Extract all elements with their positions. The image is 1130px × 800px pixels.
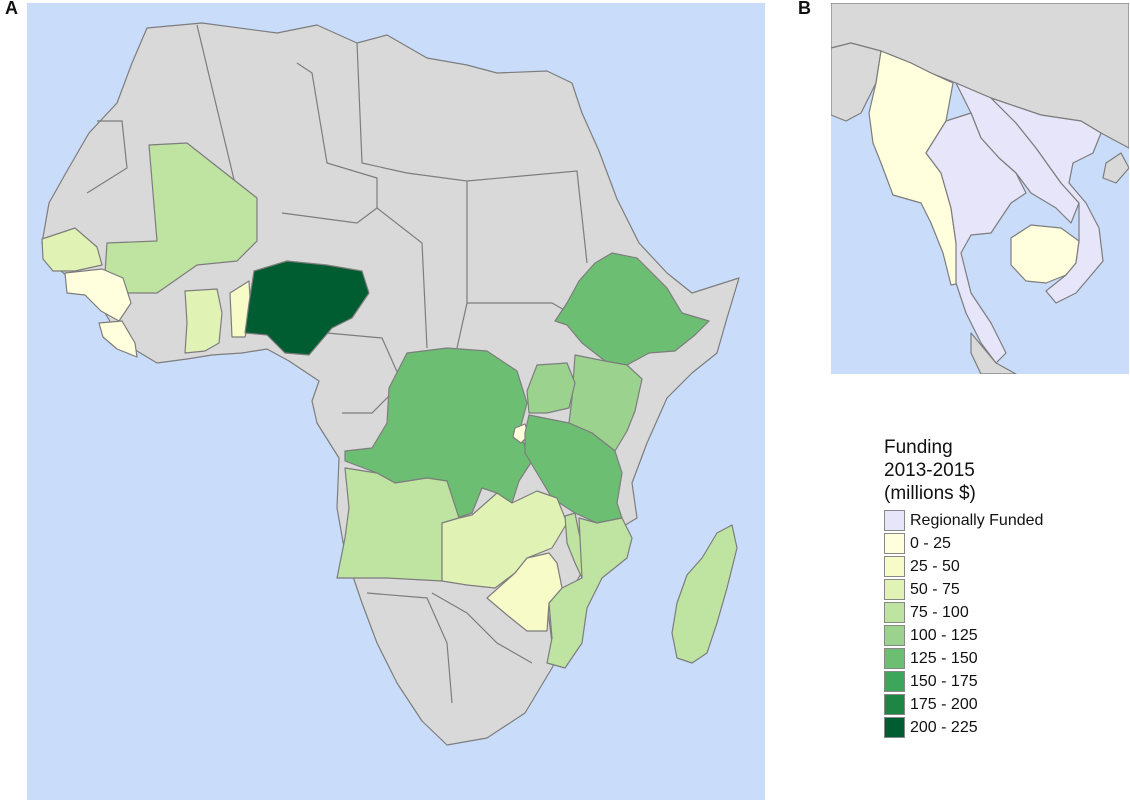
hainan-island xyxy=(1102,152,1129,184)
country-madagascar xyxy=(671,524,738,664)
legend-label: 175 - 200 xyxy=(910,695,978,713)
legend-item: 175 - 200 xyxy=(884,693,1124,716)
legend-swatch xyxy=(884,556,905,577)
legend-label: 25 - 50 xyxy=(910,557,960,575)
country-liberia xyxy=(98,320,138,358)
legend-title-line-2: 2013-2015 xyxy=(884,460,975,481)
legend-swatch xyxy=(884,602,905,623)
country-nigeria xyxy=(244,260,370,356)
legend-item: 25 - 50 xyxy=(884,555,1124,578)
legend-label: 100 - 125 xyxy=(910,626,978,644)
legend-swatch xyxy=(884,579,905,600)
legend-item: 75 - 100 xyxy=(884,601,1124,624)
legend-swatch xyxy=(884,533,905,554)
country-vietnam xyxy=(990,97,1104,304)
legend-swatch xyxy=(884,717,905,738)
country-zimbabwe xyxy=(486,552,563,632)
legend-label: 200 - 225 xyxy=(910,718,978,736)
bangladesh-area xyxy=(831,42,882,122)
legend-swatch xyxy=(884,510,905,531)
legend-item: 100 - 125 xyxy=(884,624,1124,647)
legend-label: 0 - 25 xyxy=(910,534,951,552)
legend-label: 50 - 75 xyxy=(910,580,960,598)
legend-swatch xyxy=(884,671,905,692)
legend-item: 0 - 25 xyxy=(884,532,1124,555)
legend-item: 200 - 225 xyxy=(884,716,1124,739)
legend-title: Funding 2013-2015 (millions $) xyxy=(884,436,1124,505)
legend-item: 150 - 175 xyxy=(884,670,1124,693)
legend-swatch xyxy=(884,625,905,646)
country-thailand xyxy=(925,112,1027,364)
legend-item: Regionally Funded xyxy=(884,509,1124,532)
country-ethiopia xyxy=(554,252,710,366)
country-angola xyxy=(336,467,460,582)
legend-label: 125 - 150 xyxy=(910,649,978,667)
legend-label: 75 - 100 xyxy=(910,603,969,621)
legend-label: Regionally Funded xyxy=(910,511,1044,529)
country-senegal xyxy=(41,227,103,272)
legend-rows: Regionally Funded 0 - 25 25 - 50 50 - 75 75 … xyxy=(884,509,1124,739)
country-kenya xyxy=(568,354,643,452)
africa-map xyxy=(27,3,765,800)
panel-label-b: B xyxy=(798,0,811,18)
southeast-asia-map xyxy=(831,3,1129,374)
legend-item: 125 - 150 xyxy=(884,647,1124,670)
malay-peninsula xyxy=(970,332,1017,374)
legend-item: 50 - 75 xyxy=(884,578,1124,601)
country-drc xyxy=(344,347,533,519)
legend: Funding 2013-2015 (millions $) Regionall… xyxy=(884,436,1124,739)
legend-swatch xyxy=(884,694,905,715)
country-ghana xyxy=(184,288,223,354)
panel-label-a: A xyxy=(5,0,18,18)
legend-label: 150 - 175 xyxy=(910,672,978,690)
legend-title-line-1: Funding xyxy=(884,437,953,458)
country-mali xyxy=(104,142,258,294)
legend-swatch xyxy=(884,648,905,669)
legend-title-line-3: (millions $) xyxy=(884,483,976,504)
country-uganda xyxy=(526,362,576,414)
